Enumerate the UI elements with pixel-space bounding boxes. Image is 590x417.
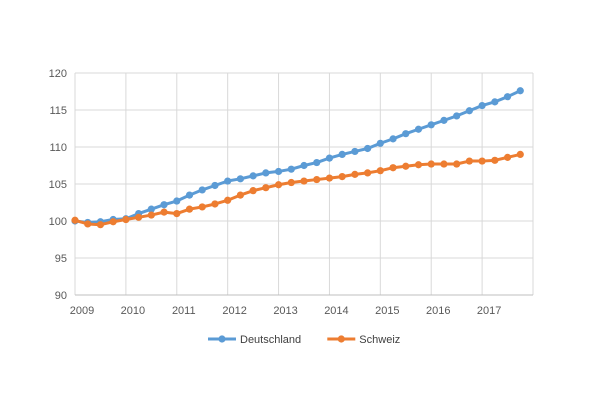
data-point [402, 162, 410, 170]
data-point [516, 150, 524, 158]
data-point [262, 184, 270, 192]
data-point [71, 216, 79, 224]
data-point [96, 221, 105, 229]
data-point [224, 177, 232, 185]
x-tick-label: 2014 [324, 305, 348, 317]
y-tick-label: 110 [49, 142, 67, 154]
data-point [453, 112, 461, 120]
data-point [84, 220, 92, 228]
x-tick-label: 2017 [477, 305, 501, 317]
x-tick-label: 2016 [426, 305, 450, 317]
data-point [376, 139, 384, 147]
data-point [338, 150, 346, 158]
y-tick-label: 115 [49, 105, 67, 117]
data-point [402, 130, 410, 138]
x-tick-label: 2009 [70, 305, 94, 317]
data-point [173, 210, 181, 218]
data-point [287, 178, 295, 187]
data-point [249, 172, 257, 180]
legend-item-schweiz: Schweiz [327, 334, 400, 346]
x-tick-label: 2010 [121, 305, 145, 317]
y-tick-label: 100 [49, 216, 67, 228]
data-point [313, 158, 321, 167]
x-tick-label: 2011 [172, 305, 196, 317]
y-tick-label: 95 [55, 253, 67, 265]
data-point [338, 173, 346, 181]
data-point [351, 147, 359, 156]
series [71, 87, 524, 229]
data-point [262, 169, 270, 177]
legend-item-deutschland: Deutschland [208, 334, 301, 346]
data-point [389, 135, 397, 143]
data-point [109, 218, 117, 226]
data-point [224, 196, 232, 204]
data-point [287, 165, 295, 173]
data-point [389, 164, 397, 172]
x-tick-label: 2013 [273, 305, 297, 317]
data-point [300, 161, 308, 170]
data-point [211, 200, 219, 208]
data-point [236, 191, 244, 199]
x-tick-label: 2012 [222, 305, 246, 317]
data-point [185, 205, 194, 213]
data-point [453, 160, 461, 168]
data-point [351, 170, 359, 178]
data-point [236, 175, 244, 183]
data-point [211, 181, 219, 190]
data-point [122, 215, 130, 224]
data-point [414, 161, 423, 169]
data-point [160, 201, 168, 209]
series-deutschland [71, 87, 524, 227]
data-point [173, 197, 181, 205]
data-point [274, 181, 283, 189]
y-tick-label: 105 [49, 179, 67, 191]
data-point [147, 205, 155, 213]
data-point [440, 116, 448, 124]
legend-swatch-marker [337, 335, 345, 343]
data-point [313, 175, 321, 184]
data-point [414, 125, 423, 133]
y-tick-label: 90 [55, 290, 67, 302]
data-point [249, 187, 257, 195]
y-tick-label: 120 [49, 68, 67, 80]
x-tick-label: 2015 [375, 305, 399, 317]
grid [74, 72, 534, 296]
data-point [376, 167, 384, 175]
data-point [364, 144, 372, 153]
data-point [478, 157, 486, 165]
legend-swatch-marker [218, 335, 226, 343]
data-point [300, 177, 308, 185]
data-point [160, 208, 168, 216]
data-point [185, 191, 194, 199]
data-point [364, 169, 372, 177]
axes: 90 95 100 105 110 115 120 2009 2010 2011 2012 2013 2… [49, 68, 533, 317]
legend: Deutschland Schweiz [208, 334, 400, 346]
data-point [135, 213, 143, 221]
data-point [198, 186, 206, 194]
data-point [325, 154, 334, 162]
data-point [491, 156, 499, 164]
data-point [465, 157, 473, 165]
data-point [465, 107, 473, 115]
data-point [274, 167, 283, 176]
data-point [491, 98, 499, 106]
data-point [440, 160, 448, 168]
data-point [516, 87, 524, 95]
legend-label: Schweiz [359, 334, 400, 346]
data-point [427, 121, 435, 129]
series-line [74, 89, 521, 224]
data-point [427, 160, 435, 168]
data-point [503, 93, 512, 101]
legend-label: Deutschland [240, 334, 301, 346]
data-point [147, 211, 155, 219]
data-point [478, 101, 486, 110]
series-schweiz [71, 150, 524, 229]
data-point [198, 203, 206, 211]
data-point [325, 174, 334, 182]
data-point [503, 153, 512, 161]
